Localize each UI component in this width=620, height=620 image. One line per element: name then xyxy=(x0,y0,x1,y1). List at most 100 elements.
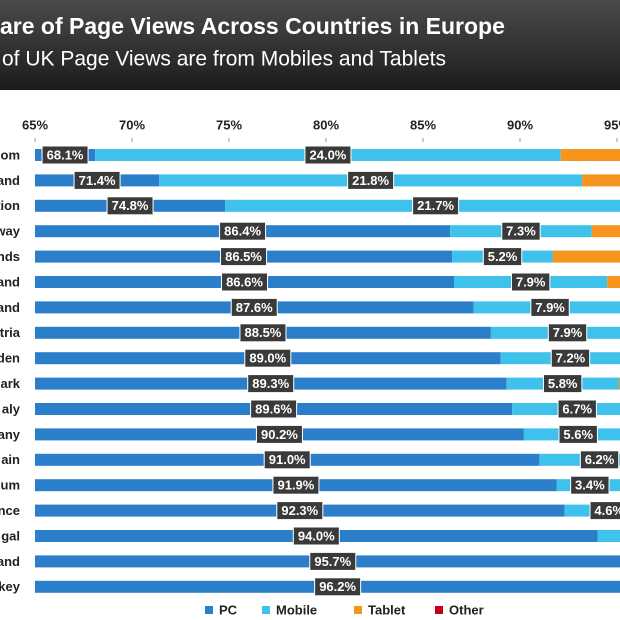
value-label: 91.0% xyxy=(269,452,306,467)
value-label-box xyxy=(530,297,570,317)
legend-label: PC xyxy=(219,602,238,617)
value-label-box xyxy=(570,475,610,495)
value-label-box xyxy=(482,247,523,267)
y-tick-label: um xyxy=(1,478,21,493)
legend-swatch xyxy=(354,606,362,614)
legend-label: Tablet xyxy=(368,602,406,617)
value-label-box xyxy=(219,221,267,241)
x-tick-label: 70% xyxy=(119,117,145,132)
y-tick-label: den xyxy=(0,351,20,366)
value-label: 6.2% xyxy=(585,452,615,467)
y-tick-label: gal xyxy=(1,528,20,543)
bar-segment xyxy=(582,174,620,187)
value-label-box xyxy=(263,450,311,470)
value-label-box xyxy=(550,348,591,368)
value-label-box xyxy=(589,501,620,521)
x-tick-label: 80% xyxy=(313,117,339,132)
value-label-box xyxy=(106,196,154,216)
x-tick-label: 75% xyxy=(216,117,242,132)
value-label-box xyxy=(230,297,278,317)
value-label: 4.6% xyxy=(594,503,620,518)
value-label-box xyxy=(239,323,287,343)
value-label-box xyxy=(292,526,340,546)
y-tick-label: any xyxy=(0,427,21,442)
y-tick-label: om xyxy=(1,147,21,162)
value-label: 91.9% xyxy=(277,478,314,493)
value-label: 86.6% xyxy=(226,274,263,289)
x-tick-label: 90% xyxy=(507,117,533,132)
y-tick-label: nds xyxy=(0,249,20,264)
value-label: 68.1% xyxy=(47,147,84,162)
value-label-box xyxy=(347,170,395,190)
value-label: 7.9% xyxy=(535,300,565,315)
legend-swatch xyxy=(262,606,270,614)
value-label: 88.5% xyxy=(245,325,282,340)
legend-swatch xyxy=(435,606,443,614)
value-label: 96.2% xyxy=(319,579,356,594)
value-label: 94.0% xyxy=(298,528,335,543)
value-label-box xyxy=(255,424,303,444)
bar-segment xyxy=(560,149,620,161)
value-label-box xyxy=(501,221,541,241)
x-tick-label: 85% xyxy=(410,117,436,132)
value-label: 74.8% xyxy=(112,198,149,213)
value-label-box xyxy=(73,170,121,190)
chart-subtitle: of UK Page Views are from Mobiles and Ta… xyxy=(2,48,446,71)
value-label-box xyxy=(557,399,597,419)
value-label-box xyxy=(558,424,598,444)
value-label: 86.5% xyxy=(225,249,262,264)
value-label-box xyxy=(272,475,320,495)
value-label: 5.8% xyxy=(548,376,578,391)
value-label: 24.0% xyxy=(310,147,347,162)
y-tick-label: tion xyxy=(0,198,20,213)
y-tick-label: nce xyxy=(0,503,20,518)
y-tick-label: tria xyxy=(0,325,21,340)
y-tick-label: and xyxy=(0,173,20,188)
value-label: 86.4% xyxy=(224,224,261,239)
value-label: 3.4% xyxy=(575,478,605,493)
value-label: 89.3% xyxy=(252,376,289,391)
y-tick-label: key xyxy=(0,579,21,594)
value-label: 6.7% xyxy=(562,401,592,416)
y-tick-label: ain xyxy=(1,452,20,467)
value-label: 7.9% xyxy=(553,325,583,340)
bar-segment xyxy=(591,225,620,238)
value-label: 7.9% xyxy=(516,274,546,289)
legend-swatch xyxy=(205,606,213,614)
value-label-box xyxy=(221,272,269,292)
value-label-box xyxy=(542,374,583,394)
y-tick-label: and xyxy=(0,554,20,569)
value-label: 90.2% xyxy=(261,427,298,442)
value-label-box xyxy=(304,145,352,165)
value-label-box xyxy=(220,247,268,267)
value-label: 21.7% xyxy=(417,198,454,213)
y-tick-label: and xyxy=(0,274,20,289)
value-label: 92.3% xyxy=(281,503,318,518)
y-tick-label: ark xyxy=(0,376,20,391)
y-tick-label: and xyxy=(0,300,20,315)
x-tick-label: 95% xyxy=(604,117,620,132)
value-label-box xyxy=(41,145,89,165)
legend-label: Mobile xyxy=(276,602,317,617)
value-label: 21.8% xyxy=(352,173,389,188)
value-label-box xyxy=(247,374,295,394)
value-label: 5.2% xyxy=(488,249,518,264)
legend-label: Other xyxy=(449,602,484,617)
value-label: 89.6% xyxy=(255,401,292,416)
value-label: 71.4% xyxy=(79,173,116,188)
value-label: 87.6% xyxy=(236,300,273,315)
value-label-box xyxy=(510,272,551,292)
value-label-box xyxy=(250,399,298,419)
value-label-box xyxy=(579,450,620,470)
bar-segment xyxy=(607,276,620,288)
value-label: 7.2% xyxy=(556,351,586,366)
chart-title: are of Page Views Across Countries in Eu… xyxy=(0,13,505,39)
value-label-box xyxy=(314,577,362,597)
header-band xyxy=(0,0,620,90)
value-label-box xyxy=(276,501,324,521)
bar-segment xyxy=(618,377,620,390)
value-label: 95.7% xyxy=(314,554,351,569)
bar-segment xyxy=(552,250,620,263)
